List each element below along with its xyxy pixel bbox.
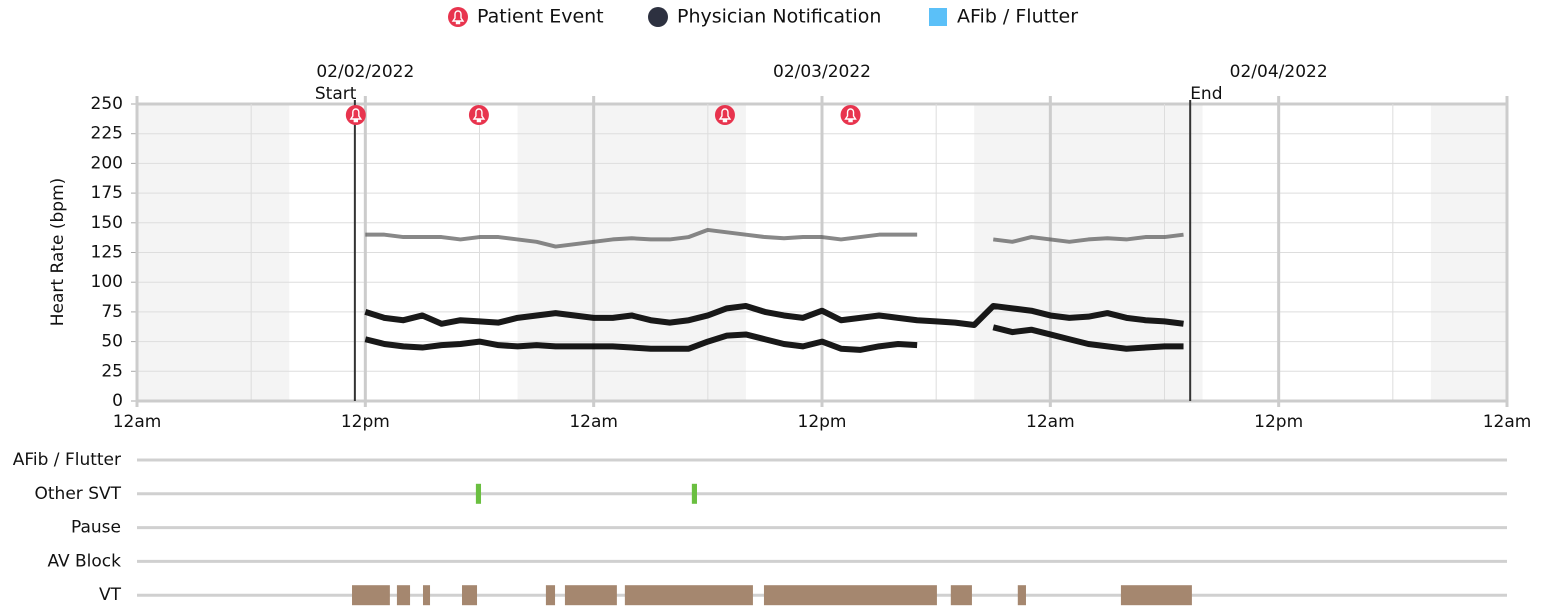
x-tick-label: 12am — [113, 412, 162, 432]
end-label: End — [1190, 84, 1222, 104]
episode — [396, 585, 411, 606]
legend-label: AFib / Flutter — [957, 6, 1078, 28]
episode — [461, 585, 478, 606]
legend-icon — [448, 7, 468, 27]
legend-swatch — [929, 8, 947, 26]
legend-icon — [648, 7, 668, 27]
heart-rate-band — [365, 227, 1184, 249]
x-tick-label: 12pm — [1254, 412, 1303, 432]
bell-icon — [349, 108, 363, 123]
x-tick-label: 12pm — [341, 412, 390, 432]
episode — [691, 483, 697, 504]
episode — [1120, 585, 1192, 606]
patient-event — [714, 105, 735, 125]
x-tick-label: 12am — [569, 412, 618, 432]
y-tick-label: 150 — [91, 213, 123, 233]
episode — [763, 585, 937, 606]
episode — [422, 585, 431, 606]
episode — [624, 585, 753, 606]
y-tick-label: 200 — [91, 153, 123, 173]
bell-icon — [844, 108, 857, 123]
heart-rate-band — [364, 302, 1184, 328]
episode — [1017, 585, 1026, 606]
y-axis-label: Heart Rate (bpm) — [48, 178, 68, 327]
bell-icon — [451, 10, 465, 25]
date-label: 02/04/2022 — [1230, 62, 1328, 82]
y-tick-label: 125 — [91, 243, 123, 263]
track-label: Other SVT — [35, 484, 122, 504]
x-tick-label: 12pm — [798, 412, 847, 432]
date-label: 02/03/2022 — [773, 62, 871, 82]
episode — [545, 585, 556, 606]
bell-icon — [472, 108, 486, 123]
legend-label: Physician Notification — [677, 6, 881, 28]
y-tick-label: 225 — [91, 124, 123, 144]
x-tick-label: 12am — [1026, 412, 1075, 432]
x-tick-label: 12am — [1483, 412, 1532, 432]
heart-rate-band — [364, 324, 1184, 353]
track-label: VT — [99, 585, 122, 605]
episode — [564, 585, 617, 606]
y-tick-label: 175 — [91, 183, 123, 203]
start-label: Start — [315, 84, 357, 104]
track-label: Pause — [71, 518, 121, 538]
date-label: 02/02/2022 — [316, 62, 414, 82]
episode — [950, 585, 972, 606]
y-tick-label: 25 — [101, 361, 123, 381]
patient-event — [468, 105, 489, 125]
track-label: AV Block — [47, 551, 121, 571]
patient-event — [345, 105, 366, 125]
episode — [475, 483, 482, 504]
bell-icon — [718, 108, 732, 123]
y-tick-label: 75 — [101, 302, 123, 322]
legend-label: Patient Event — [477, 6, 604, 28]
y-tick-label: 50 — [101, 332, 123, 352]
y-tick-label: 100 — [91, 272, 123, 292]
track-label: AFib / Flutter — [13, 450, 121, 470]
y-tick-label: 250 — [91, 94, 123, 114]
episode — [352, 585, 390, 606]
y-tick-label: 0 — [112, 391, 123, 411]
patient-event — [840, 105, 861, 125]
